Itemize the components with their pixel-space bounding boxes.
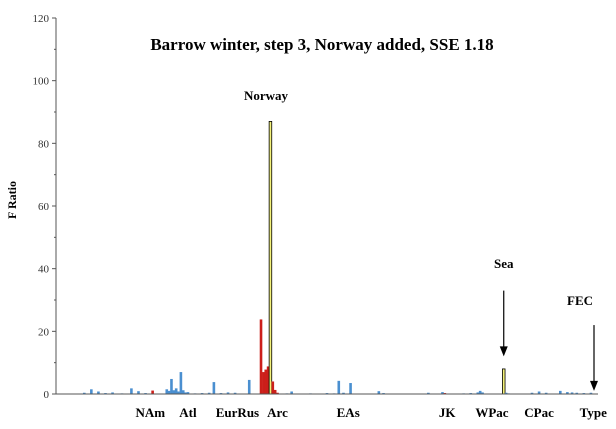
group-label-arc: Arc [267, 405, 288, 420]
bar-blue [172, 390, 176, 394]
y-tick-label: 80 [38, 138, 50, 150]
bar-red [273, 389, 277, 394]
bar-blue [90, 389, 93, 394]
bar-blue [478, 390, 482, 394]
bar-blue [247, 379, 251, 394]
bar-blue [111, 392, 114, 394]
bar-blue [575, 392, 579, 394]
bar-blue [97, 391, 100, 394]
y-tick-label: 60 [38, 201, 50, 213]
bar-blue [290, 391, 293, 394]
arrow-head-sea [499, 346, 508, 357]
bar-blue [589, 392, 593, 394]
group-labels: NAm Atl EurRus Arc EAs JK WPac CPac Type [135, 405, 607, 420]
bar-blue [226, 392, 230, 394]
bar-blue [566, 392, 569, 394]
bar-blue [174, 388, 178, 394]
bar-yellow [268, 121, 273, 395]
bar-blue [207, 392, 211, 394]
bar-red [266, 366, 270, 394]
bar-blue [427, 392, 430, 394]
bar-blue [537, 391, 541, 394]
y-tick-label: 100 [33, 76, 50, 88]
bar-blue [177, 391, 180, 394]
y-tick-label: 0 [44, 389, 50, 401]
bar-red [151, 390, 154, 394]
group-label-atl: Atl [179, 405, 197, 420]
bar-blue [212, 382, 216, 394]
bar-blue [349, 383, 352, 394]
bar-blue [186, 392, 190, 394]
bar-blue [377, 391, 381, 394]
y-tick-label: 40 [38, 264, 50, 276]
bar-blue [184, 392, 187, 394]
group-label-eurrus: EurRus [216, 405, 259, 420]
y-tick-label: 120 [33, 13, 50, 25]
bar-blue [559, 390, 562, 394]
bar-blue [170, 378, 173, 394]
group-label-eas: EAs [337, 405, 360, 420]
annotation-sea: Sea [494, 256, 514, 271]
bar-blue [476, 392, 480, 394]
group-label-jk: JK [439, 405, 457, 420]
arrow-head-fec [590, 380, 598, 391]
bar-blue [181, 390, 185, 394]
y-axis: 0 20 40 60 80 100 120 [33, 13, 57, 401]
y-axis-label: F Ratio [5, 181, 19, 219]
bar-blue [342, 392, 345, 394]
group-label-wpac: WPac [475, 405, 508, 420]
bar-blue [167, 390, 171, 394]
chart-title: Barrow winter, step 3, Norway added, SSE… [150, 35, 493, 54]
bar-blue [130, 388, 133, 394]
bar-series [82, 121, 593, 395]
bar-blue [481, 392, 484, 394]
bar-red [262, 372, 265, 394]
annotations: Norway Sea FEC [244, 88, 598, 391]
y-tick-label: 20 [38, 326, 50, 338]
bar-blue [544, 392, 548, 394]
bar-yellow [502, 368, 506, 395]
bar-blue [233, 392, 237, 394]
bar-red [276, 392, 279, 394]
bar-red [259, 319, 263, 394]
bar-blue [441, 392, 444, 394]
group-label-cpac: CPac [524, 405, 554, 420]
bar-blue [82, 392, 86, 394]
group-label-nam: NAm [135, 405, 165, 420]
bar-red [264, 369, 268, 394]
bar-blue [570, 392, 574, 394]
bar-blue [165, 389, 169, 394]
annotation-fec: FEC [567, 293, 593, 308]
bar-blue [137, 391, 140, 394]
bar-blue [179, 372, 183, 394]
annotation-norway: Norway [244, 88, 289, 103]
bar-blue [504, 392, 508, 394]
group-label-type: Type [580, 405, 607, 420]
bar-red [271, 381, 275, 394]
bar-blue [337, 380, 341, 394]
bar-blue [530, 392, 534, 394]
